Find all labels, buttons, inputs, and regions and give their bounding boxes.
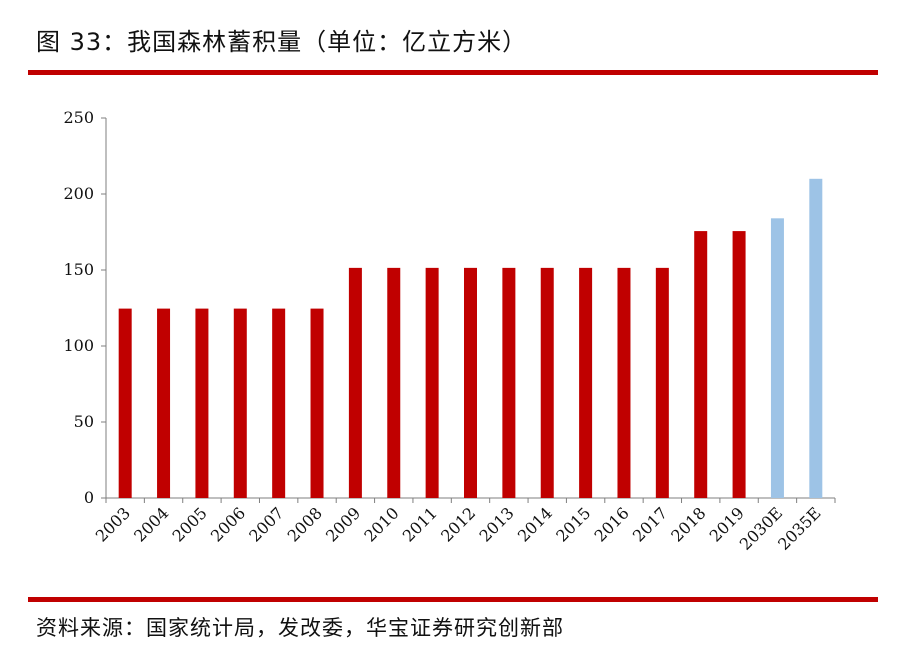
bar-2017 (655, 267, 669, 498)
bar-2015 (579, 267, 593, 498)
bar-chart: 0 50 100 150 200 250 200320042005200620072008… (63, 108, 836, 554)
bar-2008 (310, 308, 324, 498)
bar-2004 (157, 308, 171, 498)
y-tick-label: 0 (84, 488, 94, 507)
bar-2013 (502, 267, 516, 498)
footer-rule (28, 597, 878, 602)
x-tick-label: 2013 (475, 503, 517, 545)
bar-2014 (540, 267, 554, 498)
bars (118, 178, 823, 499)
x-tick-label: 2005 (169, 503, 211, 545)
bar-2012 (464, 267, 477, 498)
y-tick-label: 250 (63, 108, 94, 127)
x-tick-label: 2015 (552, 503, 594, 545)
x-tick-label: 2007 (245, 503, 287, 545)
y-tick-label: 200 (63, 184, 94, 203)
x-tick-label: 2006 (207, 503, 249, 545)
x-tick-label: 2003 (92, 503, 134, 545)
bar-2006 (233, 308, 247, 498)
bar-2018 (694, 231, 708, 498)
page-title: 图 33：我国森林蓄积量（单位：亿立方米） (36, 28, 528, 56)
x-tick-label: 2035E (774, 503, 824, 553)
y-tick-label: 50 (74, 412, 94, 431)
x-tick-label: 2014 (514, 503, 556, 545)
bar-2011 (425, 267, 439, 498)
bar-2009 (348, 267, 362, 498)
bar-2016 (617, 267, 631, 498)
x-tick-label: 2008 (284, 503, 326, 545)
header-rule (28, 70, 878, 75)
x-tick-label: 2010 (360, 503, 402, 545)
bar-2007 (272, 308, 286, 498)
bar-2030e (770, 218, 784, 498)
y-axis: 0 50 100 150 200 250 (63, 108, 107, 507)
x-tick-label: 2017 (629, 503, 671, 545)
x-tick-label: 2012 (437, 503, 479, 545)
bar-2035e (809, 178, 823, 499)
bar-2010 (387, 267, 401, 498)
source-note: 资料来源：国家统计局，发改委，华宝证券研究创新部 (36, 616, 564, 640)
x-tick-label: 2004 (130, 503, 172, 545)
x-tick-label: 2016 (591, 503, 633, 545)
y-tick-label: 100 (63, 336, 94, 355)
y-tick-label: 150 (63, 260, 94, 279)
x-tick-label: 2011 (399, 503, 441, 545)
x-tick-label: 2009 (322, 503, 364, 545)
bar-2003 (118, 308, 132, 498)
bar-2005 (195, 308, 209, 498)
x-tick-label: 2018 (667, 503, 709, 545)
bar-2019 (732, 231, 746, 498)
x-axis: 2003200420052006200720082009201020112012… (92, 497, 836, 554)
